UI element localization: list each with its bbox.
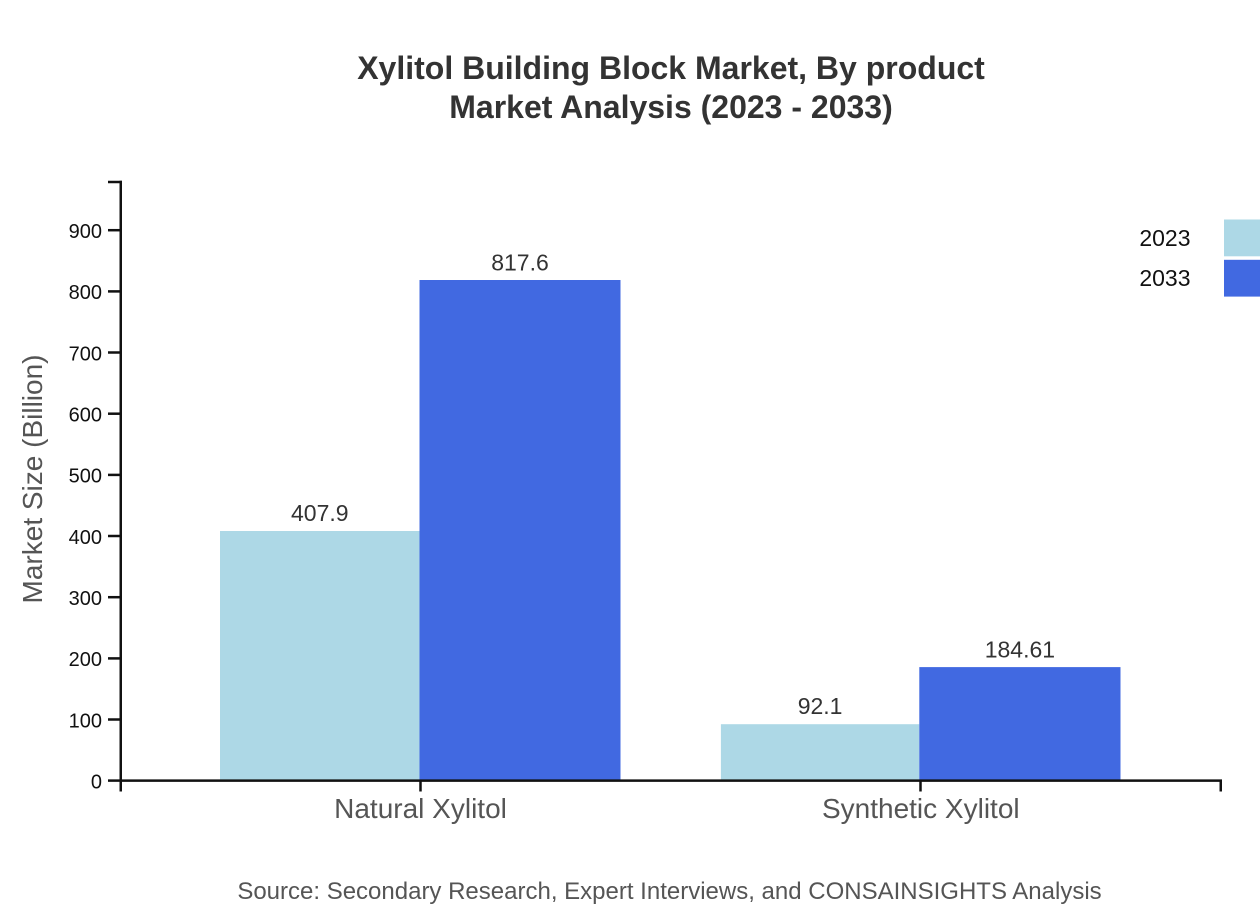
svg-text:2023: 2023 bbox=[1139, 225, 1190, 251]
svg-text:2033: 2033 bbox=[1139, 265, 1190, 291]
svg-text:Source: Secondary Research, Ex: Source: Secondary Research, Expert Inter… bbox=[237, 878, 1101, 905]
svg-text:Xylitol Building Block Market,: Xylitol Building Block Market, By produc… bbox=[357, 50, 985, 86]
svg-text:500: 500 bbox=[69, 466, 102, 488]
svg-text:Market Size (Billion): Market Size (Billion) bbox=[17, 355, 48, 604]
svg-text:700: 700 bbox=[69, 343, 102, 365]
svg-text:400: 400 bbox=[69, 527, 102, 549]
svg-text:300: 300 bbox=[69, 588, 102, 610]
svg-text:92.1: 92.1 bbox=[798, 693, 843, 719]
svg-text:407.9: 407.9 bbox=[291, 500, 349, 526]
svg-text:200: 200 bbox=[69, 649, 102, 671]
svg-text:Market Analysis (2023 - 2033): Market Analysis (2023 - 2033) bbox=[449, 89, 893, 125]
svg-text:600: 600 bbox=[69, 405, 102, 427]
svg-text:800: 800 bbox=[69, 282, 102, 304]
svg-text:Natural Xylitol: Natural Xylitol bbox=[334, 793, 507, 824]
svg-text:900: 900 bbox=[69, 221, 102, 243]
svg-text:0: 0 bbox=[91, 771, 102, 793]
svg-text:184.61: 184.61 bbox=[985, 636, 1055, 662]
svg-text:Synthetic Xylitol: Synthetic Xylitol bbox=[822, 793, 1020, 824]
svg-text:817.6: 817.6 bbox=[491, 249, 549, 275]
svg-text:100: 100 bbox=[69, 710, 102, 732]
